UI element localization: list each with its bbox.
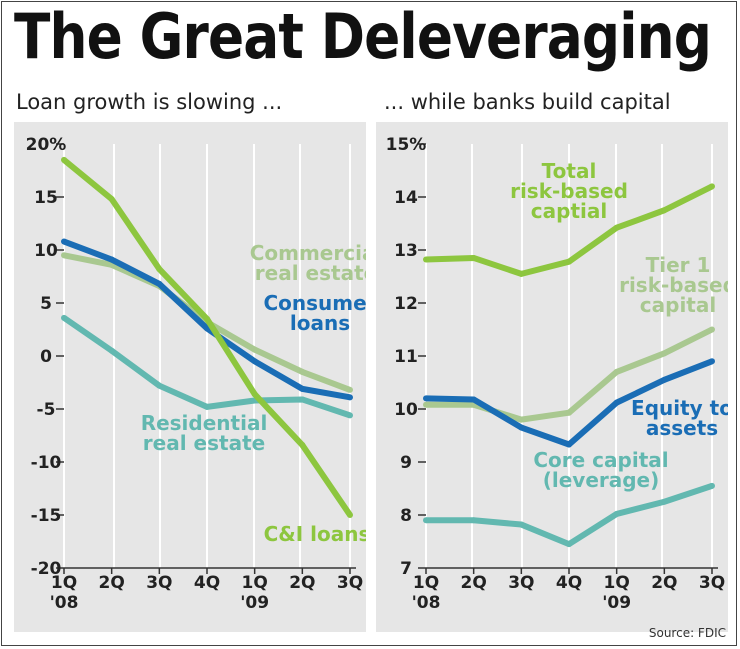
- data-point: [251, 346, 258, 353]
- data-point: [347, 386, 353, 393]
- series-label-tier-1-risk-based-capital: Tier 1 risk-based capital: [619, 253, 728, 317]
- x-tick-label: 1Q '08: [50, 573, 79, 613]
- data-point: [566, 541, 572, 548]
- data-point: [204, 315, 210, 322]
- data-point: [108, 347, 115, 354]
- y-tick-label: -10: [31, 453, 62, 473]
- data-point: [61, 238, 67, 245]
- data-point: [108, 256, 115, 263]
- series-label-total-risk-based-captial: Total risk-based captial: [510, 159, 628, 223]
- data-point: [251, 358, 258, 365]
- data-point: [566, 409, 572, 416]
- x-tick-label: 4Q: [194, 573, 220, 593]
- x-tick-label: 3Q: [337, 573, 363, 593]
- data-point: [613, 399, 620, 406]
- series-label-c-i-loans: C&I loans: [264, 522, 366, 546]
- bank-capital-chart: 15% 14 13 12 11 10 9 8 71Q '08 2Q 3Q 4Q 1Q '09 2Q 3Q Core…: [386, 135, 737, 613]
- data-point: [470, 517, 477, 524]
- y-tick-label: -15: [31, 506, 62, 526]
- data-point: [518, 270, 525, 277]
- data-point: [709, 482, 715, 489]
- data-point: [566, 441, 572, 448]
- right-chart-panel: 15% 14 13 12 11 10 9 8 7 1Q '08 2Q 3Q 4Q 1Q '09 2Q 3Q Core…: [376, 122, 737, 632]
- data-point: [518, 521, 525, 528]
- data-point: [661, 350, 668, 357]
- y-tick-label: 12: [394, 294, 418, 314]
- data-point: [470, 396, 477, 403]
- data-point: [613, 368, 620, 375]
- data-point: [518, 424, 525, 431]
- data-point: [156, 266, 163, 273]
- data-point: [299, 385, 306, 392]
- left-chart-panel: 20% 15 10 5 0 -5 -10 -15 -20 1Q '08 2Q 3Q 4Q 1Q '09 2Q 3Q…: [14, 122, 383, 632]
- data-point: [470, 254, 477, 261]
- data-point: [299, 368, 306, 375]
- data-point: [423, 517, 429, 524]
- data-point: [661, 498, 668, 505]
- series-label-consumer-loans: Consumer loans: [263, 291, 366, 335]
- data-point: [347, 412, 353, 419]
- data-point: [613, 224, 620, 231]
- y-tick-label: 20%: [26, 135, 67, 155]
- data-point: [518, 416, 525, 423]
- x-tick-label: 2Q: [461, 573, 487, 593]
- y-tick-label: 8: [400, 506, 412, 526]
- x-tick-label: 2Q: [651, 573, 677, 593]
- x-tick-label: 2Q: [99, 573, 125, 593]
- series-label-core-capital-leverage-: Core capital (leverage): [533, 448, 668, 492]
- data-point: [709, 358, 715, 365]
- y-tick-label: 5: [40, 294, 52, 314]
- data-point: [423, 395, 429, 402]
- data-point: [108, 196, 115, 203]
- data-point: [61, 314, 67, 321]
- page-title: The Great Deleveraging: [14, 0, 712, 73]
- x-tick-label: 1Q '08: [412, 573, 441, 613]
- data-point: [709, 183, 715, 190]
- data-point: [423, 256, 429, 263]
- y-tick-label: 11: [394, 347, 418, 367]
- x-tick-label: 1Q '09: [240, 573, 269, 613]
- left-subtitle: Loan growth is slowing ...: [16, 90, 283, 114]
- data-point: [251, 391, 258, 398]
- x-tick-label: 1Q '09: [602, 573, 631, 613]
- data-point: [423, 401, 429, 408]
- right-subtitle: ... while banks build capital: [384, 90, 671, 114]
- data-point: [613, 510, 620, 517]
- y-tick-label: 0: [40, 347, 52, 367]
- series-label-residential-real-estate: Residential real estate: [141, 411, 268, 455]
- data-point: [204, 403, 210, 410]
- y-tick-label: -5: [37, 400, 56, 420]
- x-tick-label: 3Q: [699, 573, 725, 593]
- data-point: [347, 394, 353, 401]
- y-tick-label: 9: [400, 453, 412, 473]
- y-tick-label: 13: [394, 241, 418, 261]
- data-point: [709, 326, 715, 333]
- data-point: [61, 156, 67, 163]
- y-tick-label: 15: [34, 188, 58, 208]
- data-point: [156, 280, 163, 287]
- series-label-equity-to-assets: Equity to assets: [631, 396, 728, 440]
- y-tick-label: 15%: [386, 135, 427, 155]
- data-point: [299, 442, 306, 449]
- y-tick-label: 10: [394, 400, 418, 420]
- data-point: [61, 252, 67, 259]
- y-tick-label: 7: [400, 559, 412, 579]
- series-label-commercial-real-estate: Commercialreal estate: [250, 241, 366, 285]
- source-note: Source: FDIC: [648, 626, 726, 640]
- data-point: [661, 207, 668, 214]
- x-tick-label: 3Q: [146, 573, 172, 593]
- data-point: [661, 376, 668, 383]
- data-point: [566, 258, 572, 265]
- x-tick-label: 4Q: [556, 573, 582, 593]
- y-tick-label: 10: [34, 241, 58, 261]
- y-tick-label: -20: [31, 559, 62, 579]
- x-tick-label: 2Q: [289, 573, 315, 593]
- data-point: [299, 396, 306, 403]
- y-tick-label: 14: [394, 188, 418, 208]
- data-point: [347, 512, 353, 518]
- x-tick-label: 3Q: [508, 573, 534, 593]
- data-point: [156, 382, 163, 389]
- data-point: [204, 325, 210, 332]
